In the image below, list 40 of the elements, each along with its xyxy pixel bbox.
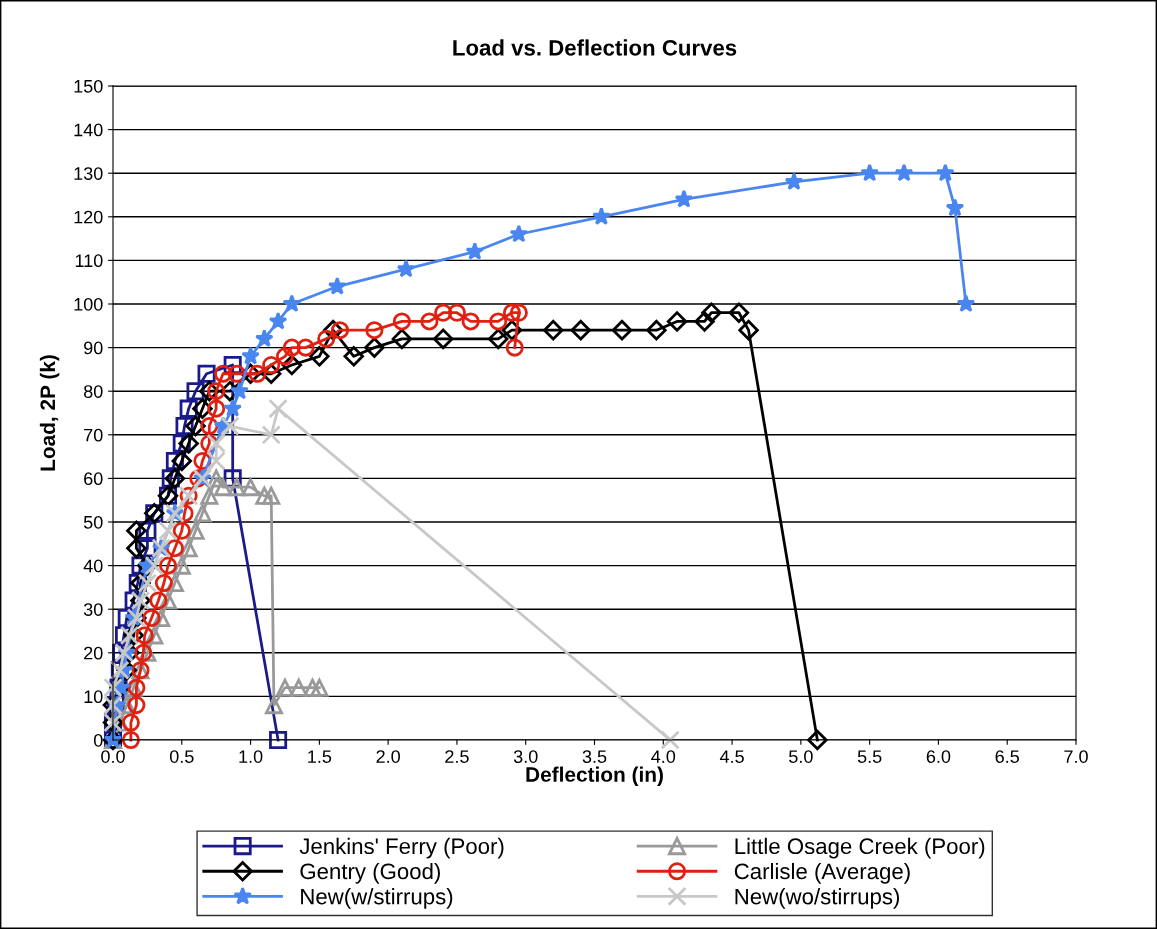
y-tick-label: 50	[83, 515, 103, 529]
x-tick-label: 7.0	[1064, 750, 1088, 763]
y-tick-label: 150	[74, 79, 103, 93]
x-tick-label: 2.5	[445, 750, 469, 763]
legend-label: Little Osage Creek (Poor)	[735, 837, 985, 859]
x-tick-label: 5.0	[789, 750, 813, 763]
y-tick-label: 80	[83, 385, 103, 398]
y-tick-label: 100	[74, 297, 103, 311]
x-tick-label: 3.5	[582, 750, 607, 763]
legend-label: Gentry (Good)	[300, 862, 440, 884]
x-tick-label: 1.5	[308, 750, 332, 763]
y-tick-label: 20	[84, 646, 103, 660]
chart-title: Load vs. Deflection Curves	[453, 39, 737, 56]
y-tick-label: 120	[74, 210, 103, 224]
x-tick-label: 5.5	[857, 750, 882, 763]
x-tick-label: 4.5	[719, 750, 744, 763]
x-tick-label: 6.5	[995, 750, 1020, 763]
x-tick-label: 6.0	[926, 750, 951, 763]
y-tick-label: 70	[84, 428, 103, 442]
legend-label: New(wo/stirrups)	[735, 888, 900, 909]
x-tick-label: 2.0	[376, 750, 400, 763]
legend-label: Jenkins' Ferry (Poor)	[299, 837, 504, 859]
y-tick-label: 10	[84, 690, 103, 704]
x-axis-title: Deflection (in)	[526, 766, 663, 786]
legend-label: Carlisle (Average)	[734, 862, 910, 884]
x-tick-label: 1.0	[239, 750, 263, 763]
y-tick-label: 140	[74, 123, 103, 137]
y-tick-label: 60	[84, 472, 103, 486]
y-axis-title: Load, 2P (k)	[39, 355, 60, 471]
x-tick-label: 3.0	[513, 750, 538, 763]
y-tick-label: 0	[93, 733, 103, 747]
legend-label: New(w/stirrups)	[301, 888, 453, 909]
x-tick-label: 4.0	[651, 750, 676, 763]
y-tick-label: 30	[83, 603, 103, 616]
x-tick-label: 0.5	[169, 750, 194, 763]
y-tick-label: 110	[75, 254, 103, 268]
y-tick-label: 90	[84, 341, 103, 355]
y-tick-label: 130	[74, 167, 103, 180]
y-tick-label: 40	[83, 559, 103, 573]
x-tick-label: 0.0	[101, 750, 125, 763]
